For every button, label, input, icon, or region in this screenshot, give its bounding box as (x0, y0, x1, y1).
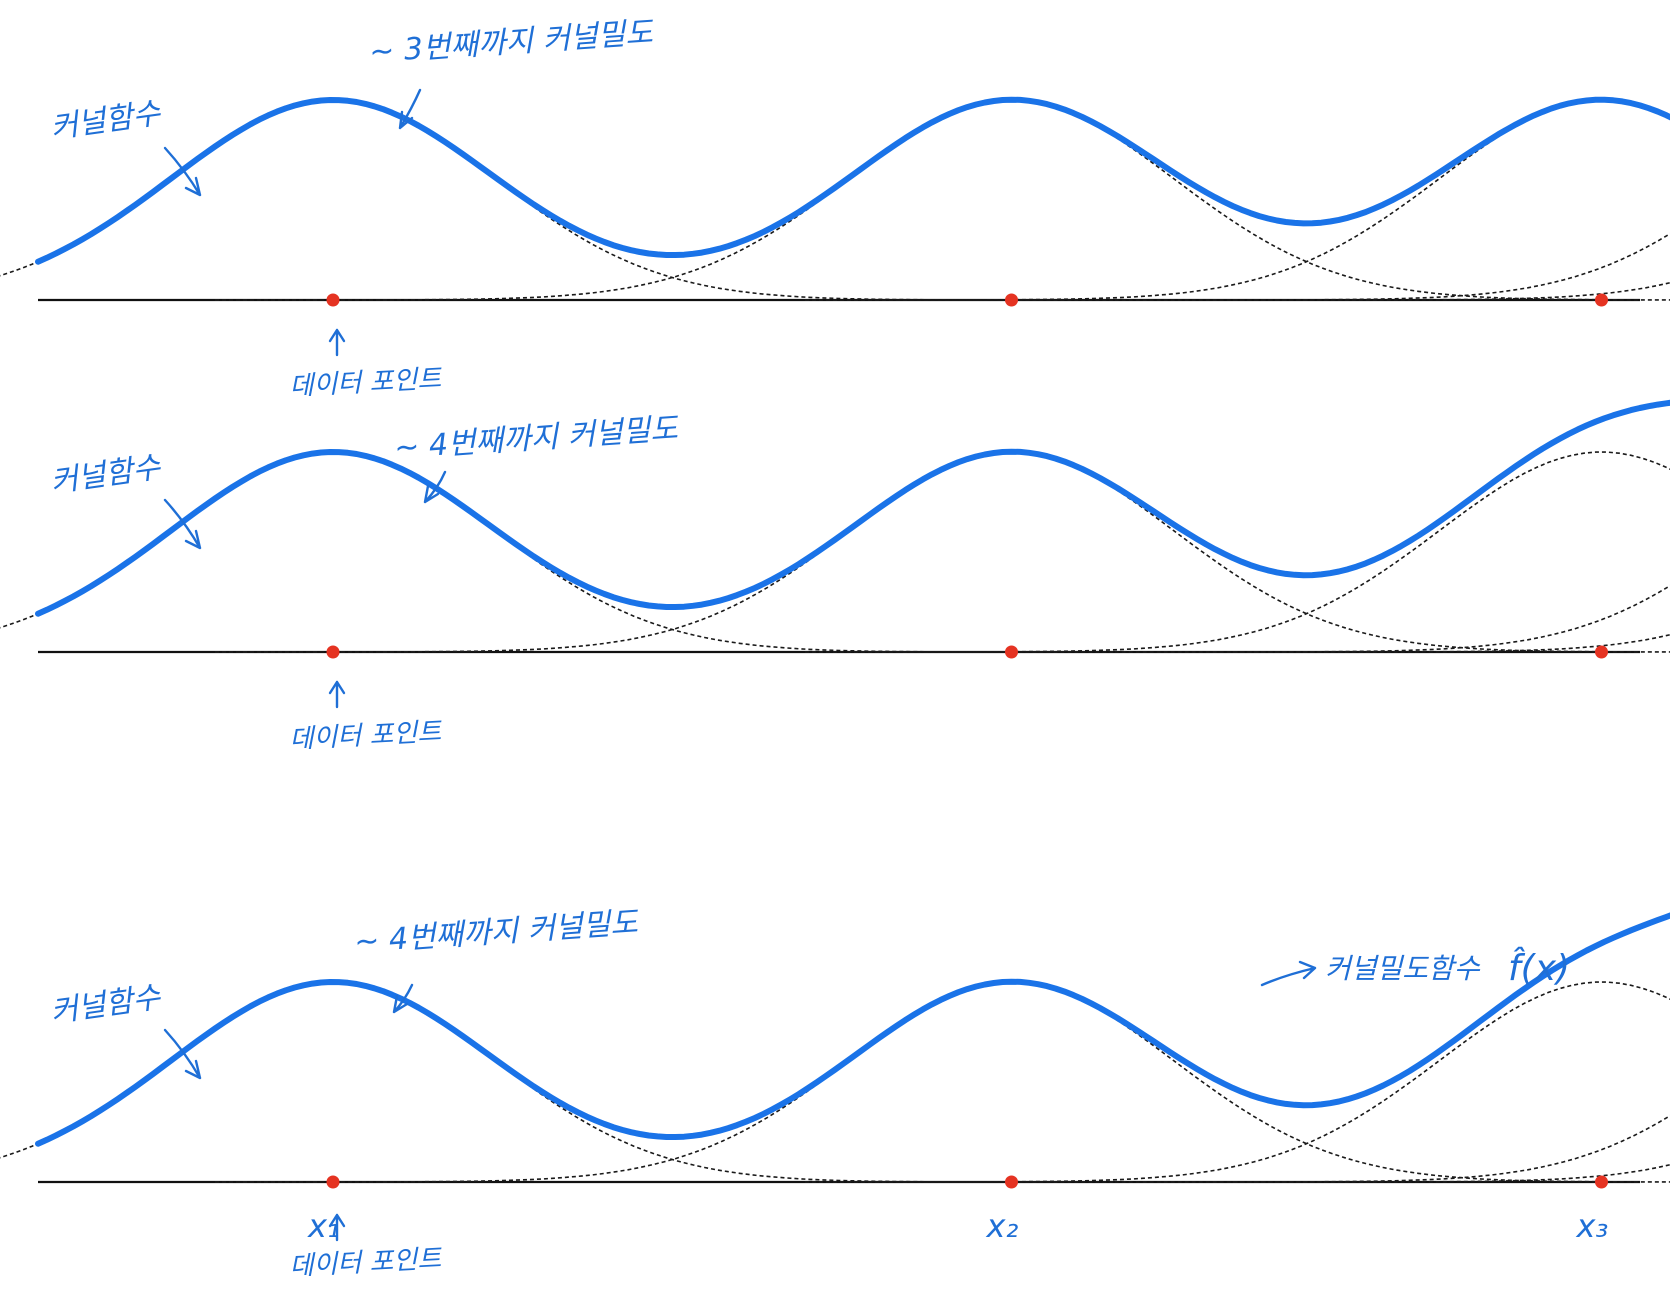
kernel-function-arrow-icon (163, 1028, 202, 1080)
partial-sum-label: ~ 4번째까지 커널밀도 (353, 905, 640, 960)
final-label-arrow-icon (1260, 960, 1317, 987)
partial-sum-arrow-icon (398, 88, 422, 130)
data-point-up-arrow-icon (328, 1213, 346, 1242)
kde-final-curve (35, 912, 1670, 1147)
kernel-curve-3 (805, 99, 1670, 301)
data-point-label: 데이터 포인트 (289, 364, 443, 402)
data-point-3 (1595, 645, 1608, 659)
point-label-3: x₃ (1576, 1207, 1609, 1245)
final-formula: f̂(x) (1508, 946, 1570, 989)
kernel-curve-3 (805, 451, 1670, 653)
kde-partial-curve (35, 399, 1670, 617)
kernel-function-arrow-icon (163, 498, 202, 550)
point-label-1: x₁ (307, 1207, 340, 1245)
data-points (326, 293, 1608, 307)
partial-sum-label: ~ 4번째까지 커널밀도 (393, 411, 680, 466)
data-point-1 (326, 645, 340, 659)
kernel-function-label: 커널함수 (48, 96, 164, 146)
data-point-3 (1595, 293, 1608, 307)
data-point-up-arrow-icon (328, 680, 346, 709)
kernel-curves (0, 99, 1670, 301)
kernel-curve-1 (0, 981, 1118, 1183)
panel-1: 커널함수 ~ 3번째까지 커널밀도 데이터 포인트 (0, 15, 1670, 402)
kernel-curves (0, 981, 1670, 1183)
panel-3: 커널함수 ~ 4번째까지 커널밀도 데이터 포인트 x₁x₂x₃x₄x₅ 커널밀… (0, 905, 1670, 1282)
kernel-curve-2 (215, 99, 1670, 301)
data-point-2 (1005, 1175, 1018, 1189)
point-labels: x₁x₂x₃x₄x₅ (307, 1207, 1609, 1245)
kernel-curve-1 (0, 99, 1118, 301)
data-points (326, 645, 1608, 659)
kernel-function-arrow-icon (163, 146, 202, 197)
panel-2: 커널함수 ~ 4번째까지 커널밀도 데이터 포인트 (0, 399, 1670, 755)
data-point-1 (326, 1175, 340, 1189)
kernel-function-label: 커널함수 (48, 980, 164, 1030)
data-point-label: 데이터 포인트 (289, 1244, 443, 1282)
kernel-curve-2 (215, 981, 1670, 1183)
data-point-label: 데이터 포인트 (289, 717, 443, 755)
kernel-curve-3 (805, 981, 1670, 1183)
kernel-curve-5 (1232, 1163, 1670, 1183)
data-point-1 (326, 293, 340, 307)
data-point-3 (1595, 1175, 1608, 1189)
partial-sum-label: ~ 3번째까지 커널밀도 (368, 15, 655, 70)
kernel-curve-2 (215, 451, 1670, 653)
kde-partial-curve (35, 96, 1670, 265)
partial-sum-arrow-icon (392, 983, 414, 1014)
kernel-curve-5 (1232, 281, 1670, 301)
partial-sum-arrow-icon (423, 470, 447, 504)
kernel-curve-5 (1232, 633, 1670, 653)
data-point-2 (1005, 645, 1018, 659)
data-points (326, 1175, 1608, 1189)
data-point-2 (1005, 293, 1018, 307)
kernel-curves (0, 451, 1670, 653)
data-point-up-arrow-icon (328, 328, 346, 357)
kernel-curve-1 (0, 451, 1118, 653)
final-label: 커널밀도함수 (1325, 952, 1481, 985)
kernel-function-label: 커널함수 (48, 450, 164, 500)
point-label-2: x₂ (986, 1207, 1019, 1245)
